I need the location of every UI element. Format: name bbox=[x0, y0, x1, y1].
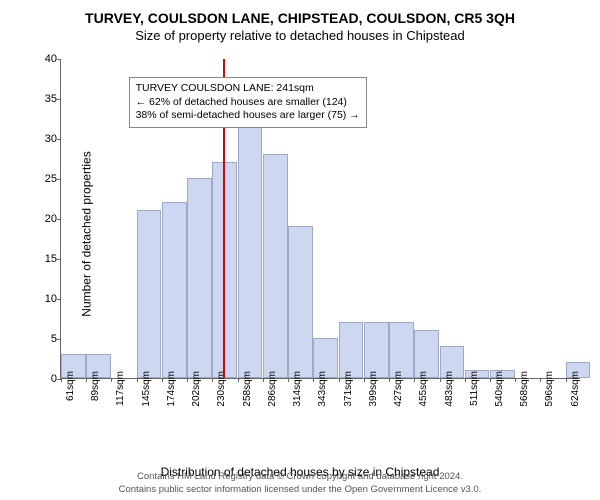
y-tick-label: 40 bbox=[31, 53, 57, 65]
y-tick-label: 20 bbox=[31, 213, 57, 225]
x-tick-label: 427sqm bbox=[393, 371, 404, 411]
chart-title: TURVEY, COULSDON LANE, CHIPSTEAD, COULSD… bbox=[10, 10, 590, 26]
x-tick-label: 540sqm bbox=[494, 371, 505, 411]
x-tick-label: 202sqm bbox=[191, 371, 202, 411]
footer-line-2: Contains public sector information licen… bbox=[0, 484, 600, 496]
bar bbox=[389, 322, 414, 378]
x-tick-mark bbox=[61, 378, 62, 382]
x-tick-mark bbox=[86, 378, 87, 382]
info-line-2: ← 62% of detached houses are smaller (12… bbox=[136, 96, 360, 110]
y-tick-mark bbox=[57, 219, 61, 220]
y-tick-mark bbox=[57, 299, 61, 300]
x-tick-mark bbox=[465, 378, 466, 382]
chart-container: TURVEY, COULSDON LANE, CHIPSTEAD, COULSD… bbox=[0, 0, 600, 500]
x-tick-mark bbox=[414, 378, 415, 382]
bar bbox=[137, 210, 162, 378]
x-tick-mark bbox=[137, 378, 138, 382]
footer: Contains HM Land Registry data © Crown c… bbox=[0, 471, 600, 496]
x-tick-label: 314sqm bbox=[292, 371, 303, 411]
info-line-1: TURVEY COULSDON LANE: 241sqm bbox=[136, 82, 360, 96]
y-tick-label: 30 bbox=[31, 133, 57, 145]
x-tick-mark bbox=[515, 378, 516, 382]
footer-line-1: Contains HM Land Registry data © Crown c… bbox=[0, 471, 600, 483]
y-tick-label: 0 bbox=[31, 373, 57, 385]
chart-wrap: Number of detached properties TURVEY COU… bbox=[10, 49, 590, 419]
bar bbox=[187, 178, 212, 378]
x-tick-mark bbox=[540, 378, 541, 382]
x-tick-label: 258sqm bbox=[242, 371, 253, 411]
y-tick-label: 35 bbox=[31, 93, 57, 105]
y-tick-mark bbox=[57, 59, 61, 60]
bar bbox=[364, 322, 389, 378]
x-tick-label: 343sqm bbox=[317, 371, 328, 411]
x-tick-label: 230sqm bbox=[216, 371, 227, 411]
y-tick-mark bbox=[57, 179, 61, 180]
bar bbox=[212, 162, 237, 378]
bar bbox=[162, 202, 187, 378]
y-tick-mark bbox=[57, 339, 61, 340]
x-tick-label: 61sqm bbox=[65, 371, 76, 411]
x-tick-mark bbox=[313, 378, 314, 382]
x-tick-label: 399sqm bbox=[368, 371, 379, 411]
x-tick-label: 568sqm bbox=[519, 371, 530, 411]
y-tick-label: 10 bbox=[31, 293, 57, 305]
x-tick-label: 145sqm bbox=[141, 371, 152, 411]
bar bbox=[263, 154, 288, 378]
x-tick-mark bbox=[339, 378, 340, 382]
x-tick-mark bbox=[389, 378, 390, 382]
x-tick-mark bbox=[440, 378, 441, 382]
x-tick-mark bbox=[111, 378, 112, 382]
x-tick-mark bbox=[490, 378, 491, 382]
x-tick-mark bbox=[566, 378, 567, 382]
chart-subtitle: Size of property relative to detached ho… bbox=[10, 28, 590, 43]
x-tick-label: 596sqm bbox=[544, 371, 555, 411]
x-tick-label: 117sqm bbox=[115, 371, 126, 411]
x-tick-label: 371sqm bbox=[343, 371, 354, 411]
plot-area: TURVEY COULSDON LANE: 241sqm ← 62% of de… bbox=[60, 59, 580, 379]
bar bbox=[288, 226, 313, 378]
x-tick-mark bbox=[364, 378, 365, 382]
x-tick-label: 455sqm bbox=[418, 371, 429, 411]
x-tick-mark bbox=[212, 378, 213, 382]
x-tick-label: 286sqm bbox=[267, 371, 278, 411]
info-box: TURVEY COULSDON LANE: 241sqm ← 62% of de… bbox=[129, 77, 367, 128]
x-tick-label: 174sqm bbox=[166, 371, 177, 411]
x-tick-mark bbox=[187, 378, 188, 382]
y-tick-mark bbox=[57, 139, 61, 140]
bar bbox=[339, 322, 364, 378]
x-tick-label: 483sqm bbox=[444, 371, 455, 411]
y-tick-mark bbox=[57, 259, 61, 260]
x-tick-mark bbox=[288, 378, 289, 382]
x-tick-label: 511sqm bbox=[469, 371, 480, 411]
bar bbox=[238, 122, 263, 378]
x-tick-mark bbox=[238, 378, 239, 382]
y-tick-mark bbox=[57, 99, 61, 100]
y-tick-label: 5 bbox=[31, 333, 57, 345]
x-tick-label: 624sqm bbox=[570, 371, 581, 411]
x-tick-mark bbox=[263, 378, 264, 382]
y-tick-label: 25 bbox=[31, 173, 57, 185]
x-tick-mark bbox=[162, 378, 163, 382]
y-tick-label: 15 bbox=[31, 253, 57, 265]
x-tick-label: 89sqm bbox=[90, 371, 101, 411]
info-line-3: 38% of semi-detached houses are larger (… bbox=[136, 109, 360, 123]
